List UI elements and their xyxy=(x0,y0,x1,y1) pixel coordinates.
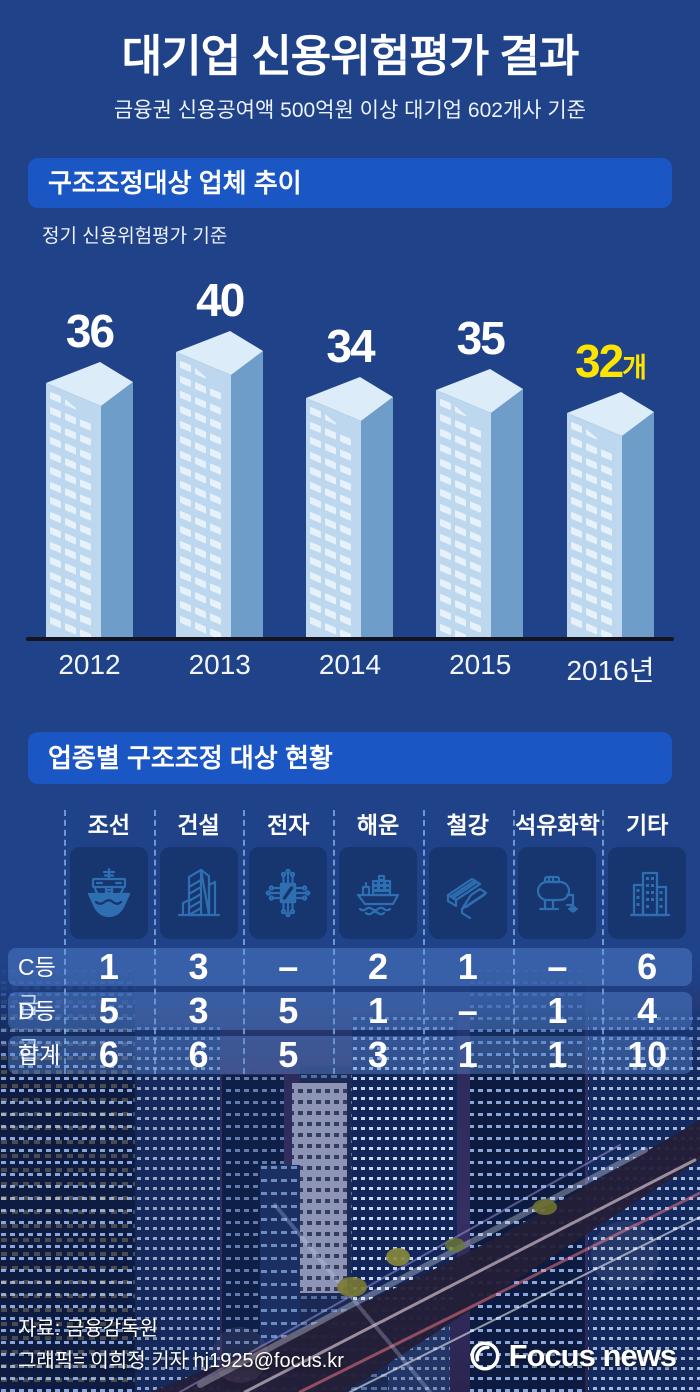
chart-baseline xyxy=(26,637,674,641)
building-bar xyxy=(436,369,524,637)
table-cell: 1 xyxy=(98,946,119,987)
table-cell: – xyxy=(457,990,478,1031)
column-separator xyxy=(153,810,156,1074)
petrochemical-tank-icon-box xyxy=(518,847,597,939)
graphic-credit: 그래픽= 이희정 기자 hj1925@focus.kr xyxy=(18,1350,344,1372)
table-cell: 6 xyxy=(98,1034,119,1075)
table-icon-row xyxy=(8,844,692,942)
table-cell: 1 xyxy=(457,946,478,987)
bar-value-label: 35 xyxy=(456,312,506,364)
column-header-2: 전자 xyxy=(267,812,310,838)
column-separator xyxy=(333,810,336,1074)
column-header-5: 석유화학 xyxy=(515,812,600,838)
table-cell: – xyxy=(547,946,568,987)
column-separator xyxy=(422,810,425,1074)
bar-value-label: 40 xyxy=(196,274,245,326)
building-bar xyxy=(566,392,654,637)
column-header-0: 조선 xyxy=(87,812,131,838)
x-axis-tick: 2012 xyxy=(58,649,121,680)
table-cell: 4 xyxy=(637,990,658,1031)
building-bar xyxy=(306,377,393,637)
focus-news-logo: Focus news xyxy=(468,1338,677,1374)
row-label: D등급 xyxy=(18,998,56,1062)
row-label: C등급 xyxy=(18,954,56,1018)
section-heading-trend: 구조조정대상 업체 추이 xyxy=(28,158,672,208)
city-buildings-icon xyxy=(630,871,671,917)
industry-table: 조선 건설 전자 해운 철강 석유화학 기타 xyxy=(8,808,692,1074)
source-credit: 자료: 금융감독원 xyxy=(18,1318,158,1340)
table-cell: 3 xyxy=(188,990,209,1031)
x-axis-tick: 2015 xyxy=(449,649,512,680)
steel-beam-icon xyxy=(446,877,487,920)
construction-building-icon xyxy=(177,868,220,917)
row-label: 합계 xyxy=(18,1042,61,1068)
building-bar xyxy=(175,331,263,637)
column-separator xyxy=(512,810,515,1074)
table-cell: – xyxy=(278,946,299,987)
container-ship-icon xyxy=(356,874,400,916)
ship-front-icon-box xyxy=(69,847,148,939)
chart-bar-2016년: 32개 xyxy=(546,338,675,637)
bar-value-label: 32개 xyxy=(574,335,647,387)
x-axis-tick: 2016년 xyxy=(566,655,655,686)
bar-value-label: 34 xyxy=(326,320,375,372)
header-spacer xyxy=(8,808,64,844)
column-header-4: 철강 xyxy=(446,812,489,838)
column-header-6: 기타 xyxy=(625,812,669,838)
building-bar-chart: 36 40 34 35 xyxy=(25,255,675,637)
icon-spacer xyxy=(8,844,64,942)
table-row-D등급: D등급 5 3 5 1 – 1 4 xyxy=(8,992,692,1062)
focus-news-logo-icon xyxy=(470,1341,500,1371)
building-bar xyxy=(45,362,133,637)
focus-news-logo-text: Focus news xyxy=(508,1338,677,1373)
column-separator xyxy=(64,810,66,1074)
steel-beam-icon-box xyxy=(428,847,507,939)
ship-front-icon xyxy=(87,867,130,918)
table-row-C등급: C등급 1 3 – 2 1 – 6 xyxy=(8,948,692,1018)
section-heading-by-industry: 업종별 구조조정 대상 현황 xyxy=(28,732,672,784)
table-cell: 6 xyxy=(188,1034,209,1075)
chart-year-axis: 2012 2013 2014 2015 2016년 xyxy=(25,649,675,689)
table-cell: 10 xyxy=(627,1034,668,1075)
column-separator xyxy=(602,810,605,1074)
table-cell: 5 xyxy=(278,1034,299,1075)
petrochemical-tank-icon xyxy=(537,875,579,913)
light-trails xyxy=(179,1144,700,1392)
page-title: 대기업 신용위험평가 결과 xyxy=(121,32,580,81)
table-cell: 3 xyxy=(188,946,209,987)
city-buildings-icon-box xyxy=(608,847,687,939)
bar-value-label: 36 xyxy=(65,305,115,357)
column-separator xyxy=(243,810,246,1074)
table-cell: 1 xyxy=(457,1034,478,1075)
table-row-합계: 합계 6 6 5 3 1 1 10 xyxy=(8,1036,692,1074)
column-header-3: 해운 xyxy=(356,812,400,838)
table-cell: 1 xyxy=(547,990,568,1031)
page-subtitle: 금융권 신용공여액 500억원 이상 대기업 602개사 기준 xyxy=(113,99,587,122)
semiconductor-chip-icon-box xyxy=(249,847,328,939)
table-cell: 5 xyxy=(98,990,119,1031)
photo-top-fade xyxy=(0,955,700,1075)
chart-note: 정기 신용위험평가 기준 xyxy=(42,226,228,247)
construction-building-icon-box xyxy=(159,847,238,939)
table-cell: 3 xyxy=(367,1034,388,1075)
chart-bar-2013: 40 xyxy=(155,277,284,637)
chart-bar-2012: 36 xyxy=(25,308,154,637)
table-cell: 1 xyxy=(547,1034,568,1075)
table-cell: 2 xyxy=(367,946,388,987)
column-header-1: 건설 xyxy=(177,812,220,838)
table-cell: 1 xyxy=(367,990,388,1031)
x-axis-tick: 2014 xyxy=(318,649,382,680)
table-header-row: 조선 건설 전자 해운 철강 석유화학 기타 xyxy=(8,808,692,844)
chart-bar-2014: 34 xyxy=(286,323,415,637)
chart-bar-2015: 35 xyxy=(416,315,545,637)
trees xyxy=(337,1199,557,1297)
container-ship-icon-box xyxy=(338,847,417,939)
semiconductor-chip-icon xyxy=(265,868,311,918)
table-cell: 6 xyxy=(637,946,658,987)
table-cell: 5 xyxy=(278,990,299,1031)
road xyxy=(150,1120,700,1392)
x-axis-tick: 2013 xyxy=(188,649,251,680)
